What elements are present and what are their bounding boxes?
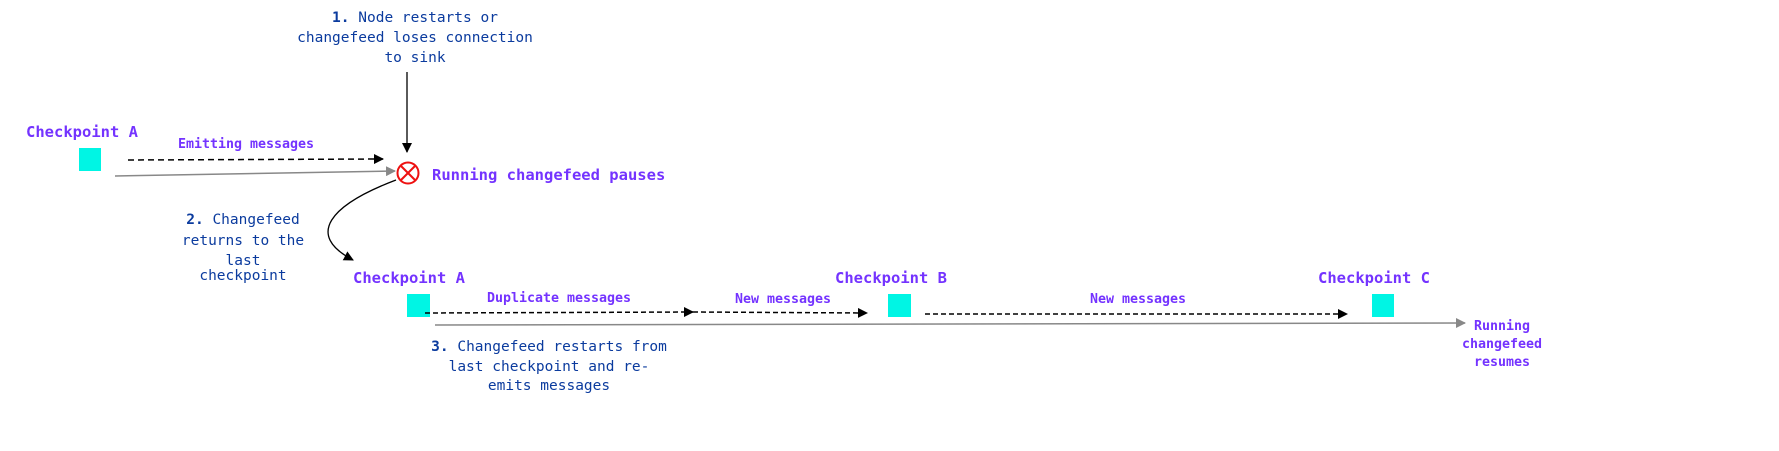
- bottom-checkpoint-b-marker: [888, 294, 911, 317]
- resumes-label: Running changefeed resumes: [1462, 318, 1542, 370]
- bottom-checkpoint-b-label: Checkpoint B: [835, 269, 947, 287]
- svg-text:3. Changefeed restarts from: 3. Changefeed restarts from: [431, 339, 667, 355]
- step2-line: checkpoint: [199, 268, 286, 284]
- new-messages-dashed-arrow-1: [692, 307, 868, 318]
- resumes-line: changefeed: [1462, 337, 1542, 352]
- bottom-checkpoint-a-marker: [407, 294, 430, 317]
- circle-x-icon: [396, 161, 420, 185]
- step1-line: changefeed loses connection: [297, 30, 533, 46]
- new-messages-label-2: New messages: [1090, 292, 1186, 307]
- svg-text:1. Node restarts or: 1. Node restarts or: [332, 10, 498, 26]
- new-messages-label-1: New messages: [735, 292, 831, 307]
- top-checkpoint-a-label: Checkpoint A: [26, 123, 139, 141]
- bottom-timeline: [434, 318, 1466, 329]
- bottom-checkpoint-a-label: Checkpoint A: [353, 269, 466, 287]
- bottom-checkpoint-c-label: Checkpoint C: [1318, 269, 1430, 287]
- step2-line: Changefeed: [212, 212, 299, 228]
- step3-line: Changefeed restarts from: [457, 339, 667, 355]
- bottom-checkpoint-c-marker: [1372, 294, 1394, 317]
- resumes-line: Running: [1474, 318, 1530, 334]
- step1-number: 1.: [332, 10, 349, 26]
- step3-line: emits messages: [488, 378, 610, 394]
- step3-line: last checkpoint and re-: [449, 359, 650, 375]
- step1-note: 1. Node restarts or changefeed loses con…: [297, 10, 533, 66]
- return-curve-arrow: [327, 179, 397, 261]
- emitting-messages-label: Emitting messages: [178, 136, 314, 152]
- step1-line: to sink: [384, 50, 445, 66]
- duplicate-messages-label: Duplicate messages: [487, 290, 631, 306]
- step2-number: 2.: [186, 212, 203, 228]
- paused-label: Running changefeed pauses: [432, 166, 665, 184]
- step2-line: last: [226, 253, 261, 269]
- svg-text:2. Changefeed: 2. Changefeed: [186, 212, 300, 228]
- emitting-dashed-arrow: [127, 154, 384, 165]
- top-timeline: [114, 166, 396, 177]
- resumes-line: resumes: [1474, 355, 1530, 370]
- step2-note: 2. Changefeed returns to the last checkp…: [182, 212, 304, 284]
- step2-line: returns to the: [182, 233, 304, 249]
- duplicate-dashed-arrow: [424, 307, 694, 318]
- step1-line: Node restarts or: [358, 10, 498, 26]
- top-checkpoint-a-marker: [79, 148, 101, 171]
- step3-note: 3. Changefeed restarts from last checkpo…: [431, 339, 667, 394]
- step3-number: 3.: [431, 339, 448, 355]
